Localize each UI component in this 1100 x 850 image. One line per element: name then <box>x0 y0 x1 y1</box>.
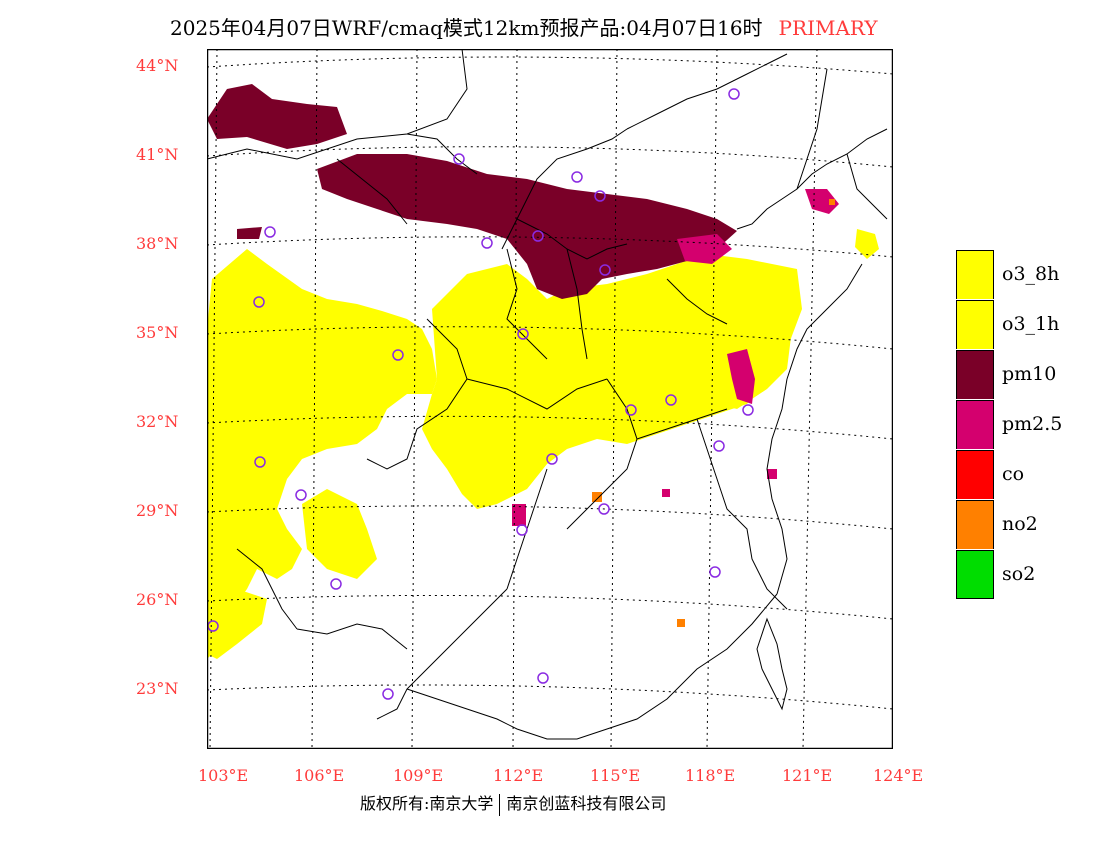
o3-region-dalian <box>855 229 879 259</box>
pm10-region-inner-mongolia <box>317 154 737 299</box>
o3-region-central <box>422 254 802 509</box>
pm25-patch-3 <box>767 469 777 479</box>
footer-copyright: 版权所有:南京大学 <box>360 794 494 813</box>
lon-label-112: 112°E <box>493 766 544 785</box>
lon-label-103: 103°E <box>198 766 249 785</box>
legend-swatch-no2 <box>956 499 994 549</box>
station-marker <box>254 456 266 468</box>
station-marker <box>516 524 528 536</box>
station-marker <box>594 190 606 202</box>
lon-label-106: 106°E <box>294 766 345 785</box>
o3-region-sw-corner <box>207 589 267 659</box>
map-frame <box>207 49 893 749</box>
station-marker <box>665 394 677 406</box>
station-marker <box>713 440 725 452</box>
legend-label-o3-1h: o3_1h <box>1002 313 1060 335</box>
lat-label-35: 35°N <box>136 323 179 342</box>
pm25-patch-1 <box>662 489 670 497</box>
lat-label-44: 44°N <box>136 56 179 75</box>
station-marker <box>625 404 637 416</box>
lon-label-115: 115°E <box>590 766 641 785</box>
legend-item-so2: so2 <box>956 549 1062 599</box>
footer-separator <box>499 793 501 816</box>
pm25-region-dalian <box>805 189 839 214</box>
no2-patch-3 <box>829 199 835 205</box>
station-marker <box>382 688 394 700</box>
station-marker <box>599 264 611 276</box>
station-markers <box>207 88 754 700</box>
station-marker <box>709 566 721 578</box>
legend-swatch-o3-8h <box>956 249 994 299</box>
station-marker <box>264 226 276 238</box>
lon-label-124: 124°E <box>873 766 924 785</box>
legend-item-o3-8h: o3_8h <box>956 249 1062 299</box>
legend-label-o3-8h: o3_8h <box>1002 263 1060 285</box>
legend-swatch-o3-1h <box>956 299 994 349</box>
station-marker <box>598 503 610 515</box>
lat-label-29: 29°N <box>136 501 179 520</box>
station-marker <box>453 153 465 165</box>
lat-label-26: 26°N <box>136 590 179 609</box>
boundary-lines <box>207 49 888 740</box>
lat-label-41: 41°N <box>136 145 179 164</box>
graticule <box>207 49 893 749</box>
legend-label-co: co <box>1002 463 1025 485</box>
legend-item-no2: no2 <box>956 499 1062 549</box>
o3-region-west <box>207 249 437 659</box>
station-marker <box>537 672 549 684</box>
lat-label-38: 38°N <box>136 234 179 253</box>
legend-swatch-pm25 <box>956 399 994 449</box>
station-marker <box>517 328 529 340</box>
no2-patch-1 <box>592 492 602 502</box>
station-marker <box>532 230 544 242</box>
legend-label-pm10: pm10 <box>1002 363 1057 385</box>
pm25-region-tianjin <box>677 234 732 264</box>
legend-label-pm25: pm2.5 <box>1002 413 1063 435</box>
legend-item-pm10: pm10 <box>956 349 1062 399</box>
no2-region-layer <box>592 199 835 627</box>
forecast-map[interactable] <box>207 49 893 749</box>
lat-label-32: 32°N <box>136 412 179 431</box>
no2-patch-2 <box>677 619 685 627</box>
legend-label-so2: so2 <box>1002 563 1036 585</box>
pm25-patch-2 <box>512 504 526 526</box>
station-marker <box>295 489 307 501</box>
legend-swatch-pm10 <box>956 349 994 399</box>
o3-region-layer <box>207 229 879 659</box>
legend-item-o3-1h: o3_1h <box>956 299 1062 349</box>
pm10-region-layer <box>207 84 737 299</box>
station-marker <box>571 171 583 183</box>
footer-company: 南京创蓝科技有限公司 <box>506 794 667 813</box>
pm10-region-west-small <box>237 227 262 239</box>
map-title: 2025年04月07日WRF/cmaq模式12km预报产品:04月07日16时 P… <box>170 12 878 41</box>
pm10-region-north <box>207 84 347 149</box>
legend-item-co: co <box>956 449 1062 499</box>
title-mode: PRIMARY <box>778 16 878 40</box>
station-marker <box>728 88 740 100</box>
legend-swatch-co <box>956 449 994 499</box>
station-marker <box>481 237 493 249</box>
pm25-region-east-coast <box>727 349 755 404</box>
legend-item-pm25: pm2.5 <box>956 399 1062 449</box>
map-canvas <box>207 49 893 749</box>
pm25-region-layer <box>512 189 839 526</box>
station-marker <box>253 296 265 308</box>
footer-credits: 版权所有:南京大学 南京创蓝科技有限公司 <box>360 790 666 816</box>
title-main: 2025年04月07日WRF/cmaq模式12km预报产品:04月07日16时 <box>170 16 763 40</box>
lon-label-109: 109°E <box>393 766 444 785</box>
station-marker <box>742 404 754 416</box>
station-marker <box>392 349 404 361</box>
legend-swatch-so2 <box>956 549 994 599</box>
legend: o3_8h o3_1h pm10 pm2.5 co no2 so2 <box>956 249 1062 599</box>
station-marker <box>546 453 558 465</box>
legend-label-no2: no2 <box>1002 513 1038 535</box>
lon-label-118: 118°E <box>685 766 736 785</box>
station-marker <box>330 578 342 590</box>
lon-label-121: 121°E <box>782 766 833 785</box>
o3-region-south-sichuan <box>302 489 377 579</box>
lat-label-23: 23°N <box>136 679 179 698</box>
